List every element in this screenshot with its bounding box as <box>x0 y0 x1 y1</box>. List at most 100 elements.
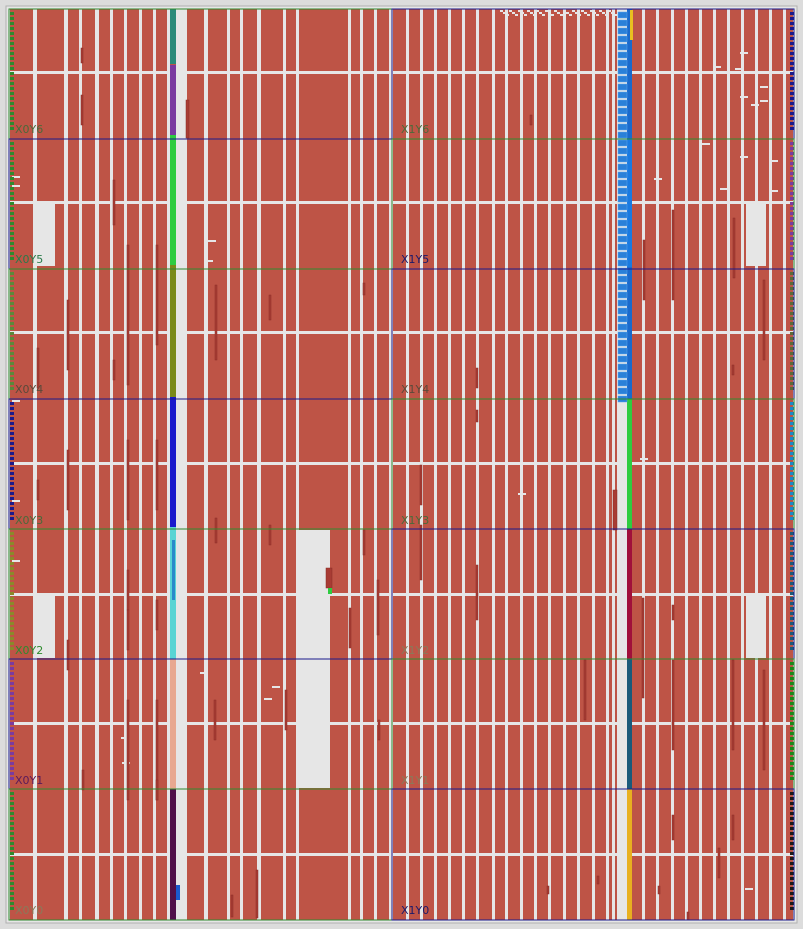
placed-cell-column <box>155 779 159 801</box>
io-site <box>790 387 794 390</box>
io-site <box>10 172 14 175</box>
unused-site <box>590 10 593 12</box>
io-edge-columns <box>10 12 794 910</box>
io-site <box>790 217 794 220</box>
clock-region-label: X0Y2 <box>15 644 43 657</box>
io-site <box>10 617 14 620</box>
unused-site <box>760 86 768 88</box>
row-gap <box>10 71 793 74</box>
io-site <box>790 32 794 35</box>
placed-cell-column <box>230 894 234 918</box>
placed-cell-column <box>731 814 735 841</box>
clock-column-segment <box>170 9 176 64</box>
io-site <box>10 112 14 115</box>
io-site <box>10 677 14 680</box>
io-site <box>10 792 14 795</box>
io-site <box>790 92 794 95</box>
io-site <box>10 797 14 800</box>
io-site <box>790 517 794 520</box>
io-site <box>790 842 794 845</box>
placed-cell-column <box>126 569 130 611</box>
unused-site <box>770 160 778 162</box>
io-site <box>790 902 794 905</box>
io-site <box>790 712 794 715</box>
io-site <box>10 202 14 205</box>
io-site <box>10 542 14 545</box>
io-site <box>10 612 14 615</box>
placed-cell-column <box>546 885 550 895</box>
placed-cell-column <box>112 179 116 226</box>
io-site <box>790 17 794 20</box>
io-site <box>10 477 14 480</box>
io-site <box>790 897 794 900</box>
io-site <box>790 412 794 415</box>
io-site <box>790 227 794 230</box>
placed-cell-column <box>268 294 272 321</box>
placed-block <box>617 331 628 339</box>
placed-cell-column <box>762 669 766 771</box>
io-site <box>10 892 14 895</box>
unused-site <box>509 10 512 12</box>
unused-site <box>536 10 539 12</box>
placed-cell-column <box>731 364 735 376</box>
unused-site <box>602 12 605 14</box>
unused-site <box>506 14 509 16</box>
io-site <box>10 317 14 320</box>
placed-block <box>617 51 628 59</box>
io-site <box>790 892 794 895</box>
clock-region-label: X1Y4 <box>401 383 429 396</box>
io-site <box>790 147 794 150</box>
io-site <box>790 167 794 170</box>
io-site <box>790 247 794 250</box>
row-gaps <box>10 71 793 856</box>
io-site <box>10 232 14 235</box>
unused-site <box>539 12 542 14</box>
unused-site <box>654 178 662 180</box>
io-site <box>10 17 14 20</box>
io-site <box>790 857 794 860</box>
io-site <box>790 622 794 625</box>
unused-block <box>35 204 55 266</box>
io-site <box>790 417 794 420</box>
unused-site <box>542 14 545 16</box>
row-gap <box>10 331 793 334</box>
clock-region-borders <box>8 8 795 921</box>
io-site <box>10 42 14 45</box>
placed-block <box>617 115 628 123</box>
io-site <box>790 747 794 750</box>
io-site <box>10 472 14 475</box>
placed-cell-column <box>214 284 218 361</box>
unused-site <box>599 10 602 12</box>
io-site <box>10 22 14 25</box>
io-site <box>10 732 14 735</box>
io-site <box>790 817 794 820</box>
io-site <box>10 207 14 210</box>
io-site <box>790 127 794 130</box>
io-site <box>10 722 14 725</box>
io-site <box>790 872 794 875</box>
io-site <box>790 752 794 755</box>
io-site <box>10 142 14 145</box>
io-site <box>790 567 794 570</box>
io-site <box>10 702 14 705</box>
placed-cell-column <box>596 875 600 885</box>
placed-cell-column <box>66 299 70 371</box>
io-site <box>790 307 794 310</box>
io-site <box>790 847 794 850</box>
io-site <box>790 297 794 300</box>
io-site <box>10 847 14 850</box>
placed-block <box>617 275 628 283</box>
io-site <box>790 117 794 120</box>
placed-block <box>617 347 628 355</box>
io-site <box>790 762 794 765</box>
placed-cell-column <box>255 869 259 919</box>
clock-column-segment <box>627 529 632 659</box>
placed-cell-column <box>284 689 288 731</box>
io-site <box>10 337 14 340</box>
placed-block <box>617 131 628 139</box>
io-site <box>790 732 794 735</box>
io-site <box>790 837 794 840</box>
unused-site <box>518 10 521 12</box>
io-site <box>790 772 794 775</box>
